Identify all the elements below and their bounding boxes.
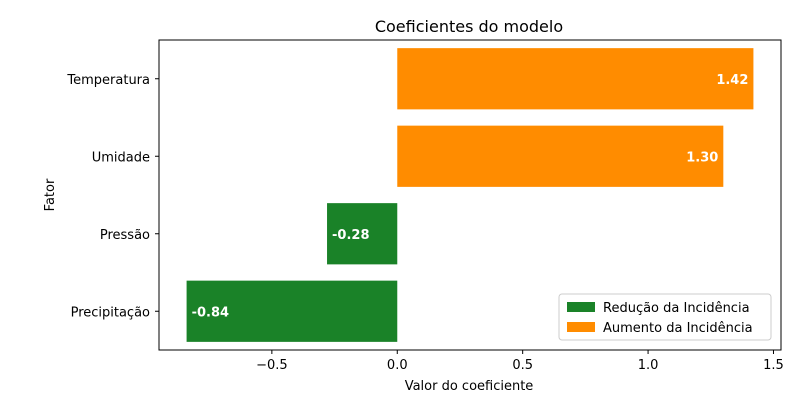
bar-value-label: -0.84 [192,305,229,320]
y-tick-label: Umidade [92,150,150,165]
legend-swatch [567,302,595,312]
x-tick-label: 1.5 [763,358,784,373]
axes-frame [158,39,782,351]
x-tick-label: 0.5 [512,358,533,373]
bar-value-label: -0.28 [332,228,369,243]
bar-value-label: 1.30 [686,150,718,165]
y-axis-title: Fator [43,178,58,211]
y-tick-label: Pressão [100,228,150,243]
legend-label: Redução da Incidência [603,301,750,316]
y-tick-label: Precipitação [71,305,150,320]
bar-2 [327,203,398,265]
y-tick-label: Temperatura [66,73,150,88]
plot-area: 1.42 Temperatura 1.30 Umidade -0.28 Pressão -0… [66,39,784,373]
bar-0 [397,48,754,110]
x-tick-label: 1.0 [638,358,659,373]
x-axis-title: Valor do coeficiente [405,379,534,394]
legend-box [558,293,772,341]
legend-label: Aumento da Incidência [603,321,753,336]
bar-value-label: 1.42 [716,73,748,88]
bar-3 [186,280,398,342]
chart-title: Coeficientes do modelo [375,17,563,36]
x-tick-label: 0.0 [387,358,408,373]
bar-1 [397,125,724,187]
legend: Redução da Incidência Aumento da Incidênc… [558,293,772,341]
x-tick-label: −0.5 [256,358,288,373]
legend-swatch [567,322,595,332]
